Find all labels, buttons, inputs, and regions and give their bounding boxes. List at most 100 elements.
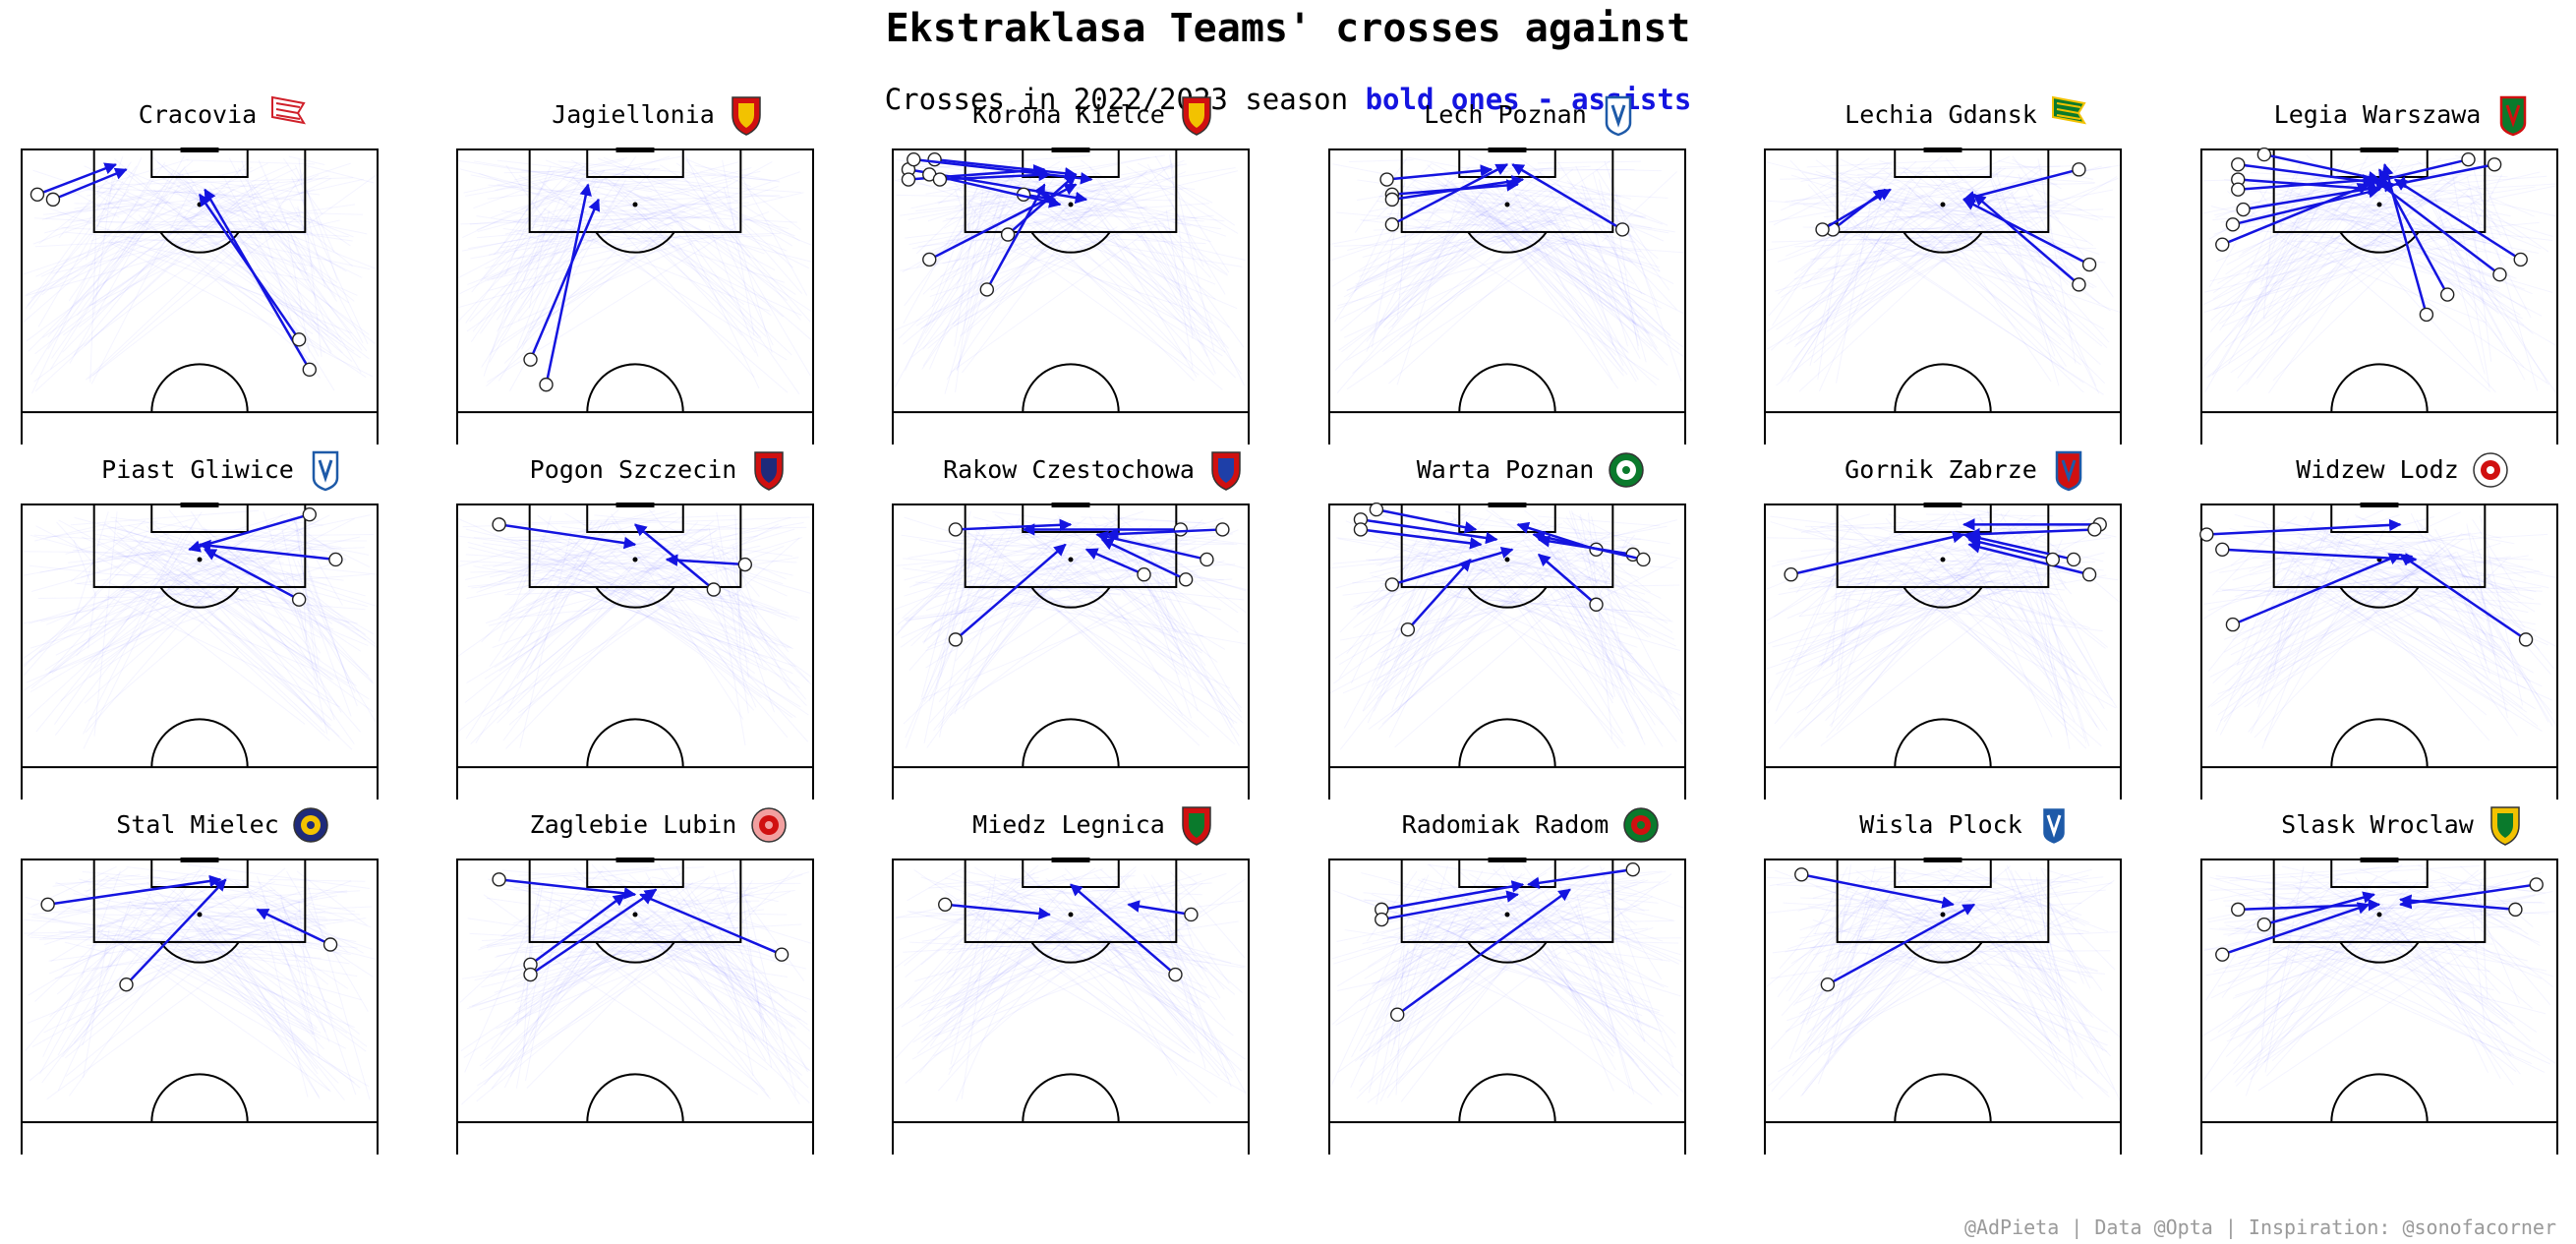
team-panel: Cracovia — [20, 95, 433, 444]
assist-cross-arrow — [1532, 530, 1644, 562]
cross-origin-point — [2256, 148, 2272, 162]
cross-origin-point — [2256, 917, 2272, 932]
team-panel: Rakow Czestochowa — [891, 451, 1304, 800]
assist-cross-arrow — [529, 198, 601, 361]
pitch-markings — [21, 858, 379, 1155]
team-name: Zaglebie Lubin — [529, 810, 737, 839]
cross-origin-point — [2072, 277, 2086, 292]
cross-origin-point — [1000, 227, 1016, 242]
subtitle-plain: Crosses in 2022/2023 season — [884, 83, 1366, 116]
penalty-spot — [197, 912, 203, 918]
assist-cross-arrow — [665, 554, 745, 566]
crest-emblem-icon — [732, 96, 761, 136]
team-panel: Korona Kielce — [891, 96, 1304, 444]
background-crosses — [457, 154, 814, 395]
assist-cross-arrow — [529, 888, 658, 977]
assist-cross-arrow — [928, 183, 1078, 262]
crest-emblem-icon — [2499, 95, 2527, 137]
pitch-chart — [1328, 858, 1686, 1155]
cross-origin-point — [2215, 947, 2230, 962]
penalty-spot — [197, 202, 203, 207]
background-crosses — [1765, 155, 2121, 395]
assist-cross-arrow — [1084, 548, 1145, 576]
team-name: Korona Kielce — [972, 100, 1165, 129]
assist-cross-arrow — [955, 543, 1067, 641]
pitch-chart — [456, 858, 814, 1155]
penalty-arc — [1467, 941, 1548, 964]
centre-circle — [1022, 718, 1120, 768]
cross-origin-point — [1384, 217, 1400, 232]
penalty-spot — [1504, 912, 1510, 918]
crest-emblem-icon — [2052, 95, 2087, 125]
cross-origin-point — [938, 897, 953, 912]
cross-origin-point — [1384, 192, 1400, 207]
assist-cross-arrow — [52, 167, 128, 202]
six-yard-box — [150, 504, 249, 533]
assist-crosses — [1815, 162, 2097, 292]
team-crest-icon — [306, 448, 345, 496]
cross-origin-point — [2215, 542, 2230, 557]
team-crest-icon — [268, 93, 308, 141]
chart-subtitle: Crosses in 2022/2023 season bold ones - … — [0, 83, 2576, 116]
penalty-spot — [1068, 202, 1074, 207]
cross-origin-point — [40, 897, 55, 912]
assist-cross-arrow — [913, 157, 1093, 185]
team-panel: Piast Gliwice — [20, 450, 433, 800]
background-crosses — [2200, 863, 2556, 1096]
centre-circle — [1894, 718, 1992, 768]
background-crosses — [1329, 154, 1685, 393]
assist-cross-arrow — [198, 193, 301, 341]
cross-origin-point — [1384, 577, 1400, 592]
cross-origin-point — [1200, 552, 1214, 567]
assist-crosses — [938, 883, 1199, 982]
cross-origin-point — [2066, 552, 2081, 567]
assist-cross-arrow — [198, 539, 336, 562]
cross-origin-point — [1794, 867, 1809, 882]
background-crosses — [1765, 864, 2122, 1102]
team-name: Lech Poznan — [1424, 100, 1587, 129]
team-panel: Legia Warszawa — [2199, 95, 2576, 444]
pitch-markings — [1764, 503, 2122, 800]
cross-origin-point — [291, 592, 307, 607]
team-crest-icon — [749, 803, 789, 851]
team-name: Cracovia — [138, 100, 258, 129]
team-crest-icon — [2049, 448, 2088, 496]
cross-origin-point — [2440, 287, 2455, 302]
pitch-chart — [2200, 858, 2558, 1155]
assist-cross-arrow — [934, 157, 1078, 180]
assist-cross-arrow — [1127, 900, 1192, 917]
team-name: Miedz Legnica — [972, 810, 1165, 839]
assist-cross-arrow — [36, 162, 117, 196]
assist-cross-arrow — [1801, 873, 1955, 909]
assist-crosses — [2215, 148, 2528, 323]
cross-origin-point — [907, 151, 921, 167]
team-panel: Warta Poznan — [1327, 452, 1740, 800]
pitch-chart — [892, 148, 1250, 444]
centre-circle — [2330, 363, 2429, 413]
team-panel: Zaglebie Lubin — [455, 807, 868, 1155]
cross-origin-point — [2529, 877, 2544, 892]
team-crest-icon — [2493, 93, 2533, 141]
assist-cross-arrow — [1827, 903, 1976, 986]
assist-cross-arrow — [2238, 898, 2381, 912]
pitch-chart — [21, 503, 379, 800]
pitch-chart — [456, 503, 814, 800]
cross-origin-point — [2045, 552, 2060, 567]
assist-crosses — [1353, 503, 1651, 637]
assist-cross-arrow — [2399, 894, 2516, 912]
pitch-markings — [1764, 858, 2122, 1155]
cross-origin-point — [1173, 522, 1188, 537]
cross-origin-point — [291, 332, 307, 347]
team-name: Wisla Plock — [1859, 810, 2022, 839]
team-crest-icon — [1621, 803, 1661, 851]
assist-cross-arrow — [2222, 548, 2418, 565]
penalty-arc — [2339, 231, 2420, 254]
pitch-markings — [456, 503, 814, 800]
pitch-chart — [2199, 503, 2558, 800]
cross-origin-point — [1215, 522, 1230, 537]
assist-cross-arrow — [2221, 902, 2371, 956]
team-crest-icon — [1599, 93, 1638, 141]
team-name: Legia Warszawa — [2273, 100, 2482, 129]
crest-emblem-icon — [2490, 806, 2520, 846]
